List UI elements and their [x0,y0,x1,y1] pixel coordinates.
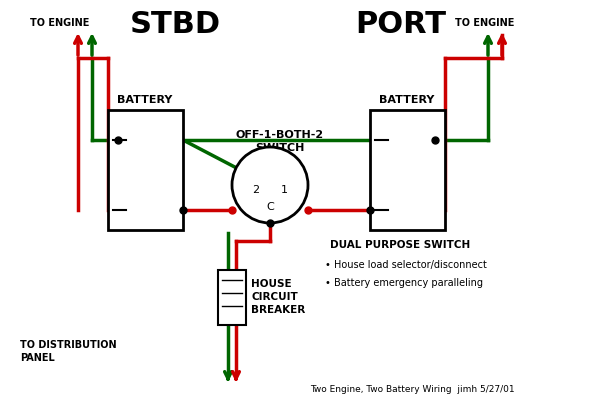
Text: -: - [374,150,380,164]
Text: TO ENGINE: TO ENGINE [30,18,89,28]
Text: DUAL PURPOSE SWITCH: DUAL PURPOSE SWITCH [330,240,470,250]
Text: STBD: STBD [130,10,221,39]
Text: +: + [374,220,386,234]
Text: OFF-1-BOTH-2
SWITCH: OFF-1-BOTH-2 SWITCH [236,130,324,153]
Text: C: C [266,202,274,212]
Text: 1: 1 [281,185,287,195]
Text: TO ENGINE: TO ENGINE [455,18,514,28]
Text: BATTERY: BATTERY [118,95,173,105]
Text: -: - [112,150,118,164]
Text: • House load selector/disconnect: • House load selector/disconnect [325,260,487,270]
Bar [370,110,445,230]
Text: Two Engine, Two Battery Wiring  jimh 5/27/01: Two Engine, Two Battery Wiring jimh 5/27… [310,385,515,394]
Text: TO DISTRIBUTION
PANEL: TO DISTRIBUTION PANEL [20,340,116,363]
Circle shape [232,147,308,223]
Bar [108,110,183,230]
Text: 2: 2 [253,185,260,195]
Text: HOUSE
CIRCUIT
BREAKER: HOUSE CIRCUIT BREAKER [251,279,305,315]
Bar [218,270,246,325]
Text: PORT: PORT [355,10,446,39]
Text: BATTERY: BATTERY [379,95,434,105]
Text: • Battery emergency paralleling: • Battery emergency paralleling [325,278,483,288]
Text: +: + [112,220,124,234]
